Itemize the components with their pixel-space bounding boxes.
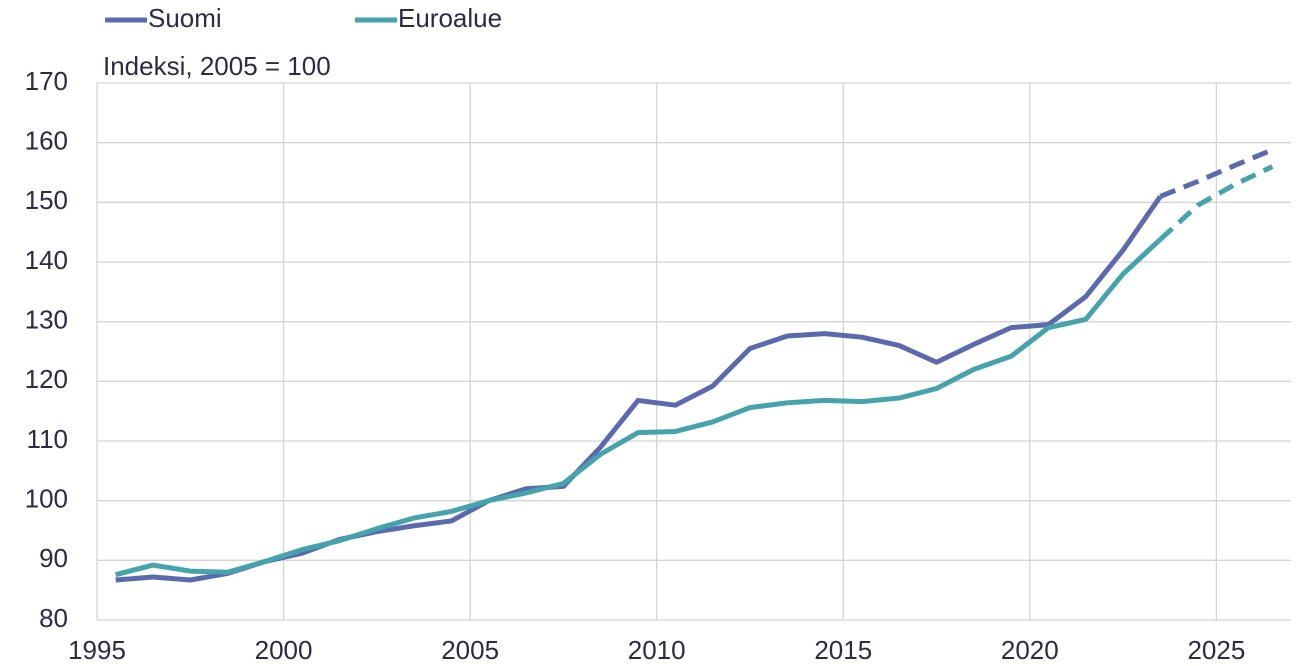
- y-tick-label: 90: [39, 543, 68, 573]
- data-line: [115, 237, 1163, 578]
- x-tick-label: 2005: [441, 635, 499, 665]
- chart-subtitle: Indeksi, 2005 = 100: [103, 51, 331, 81]
- forecast-line: [1159, 147, 1274, 199]
- y-tick-label: 110: [27, 424, 68, 454]
- x-tick-label: 2020: [1001, 635, 1059, 665]
- y-tick-label: 140: [25, 245, 68, 275]
- x-tick-label: 2010: [628, 635, 686, 665]
- y-tick-label: 80: [39, 603, 68, 633]
- x-tick-label: 2025: [1187, 635, 1245, 665]
- x-tick-label: 2000: [255, 635, 313, 665]
- y-tick-label: 130: [25, 305, 68, 335]
- forecast-line: [1158, 164, 1274, 242]
- y-tick-label: 120: [25, 364, 68, 394]
- y-tick-label: 170: [25, 66, 68, 96]
- data-line: [115, 194, 1163, 583]
- x-tick-label: 2015: [814, 635, 872, 665]
- y-tick-label: 150: [25, 185, 68, 215]
- y-tick-label: 100: [25, 484, 68, 514]
- legend-label: Euroalue: [398, 3, 502, 33]
- legend-label: Suomi: [148, 3, 222, 33]
- x-tick-label: 1995: [68, 635, 126, 665]
- y-tick-label: 160: [25, 126, 68, 156]
